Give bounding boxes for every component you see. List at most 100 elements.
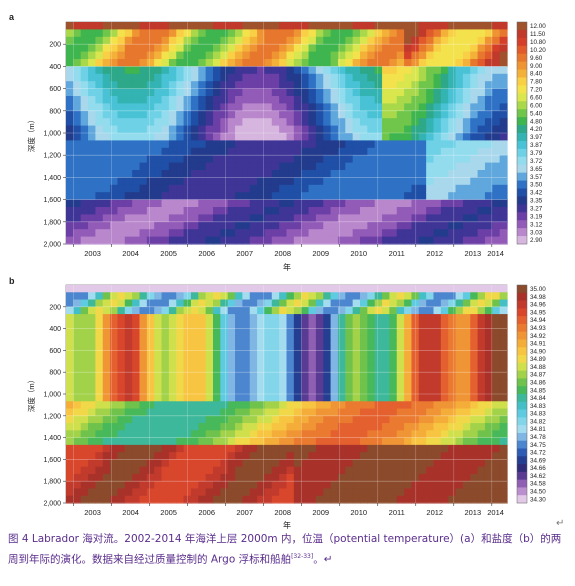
heatmap-cell bbox=[286, 236, 295, 245]
heatmap-cell bbox=[227, 415, 236, 424]
heatmap-cell bbox=[264, 207, 273, 215]
heatmap-cell bbox=[198, 44, 207, 53]
heatmap-cell bbox=[374, 184, 383, 193]
heatmap-cell bbox=[198, 306, 207, 315]
heatmap-cell bbox=[389, 423, 398, 431]
heatmap-cell bbox=[293, 343, 302, 351]
heatmap-cell bbox=[418, 155, 427, 164]
heatmap-cell bbox=[242, 147, 251, 156]
heatmap-cell bbox=[352, 221, 361, 230]
colorbar-label: 2.90 bbox=[530, 237, 543, 244]
heatmap-cell bbox=[301, 36, 310, 45]
heatmap-cell bbox=[117, 36, 126, 45]
heatmap-cell bbox=[345, 473, 354, 482]
heatmap-cell bbox=[492, 314, 501, 322]
heatmap-cell bbox=[235, 73, 243, 82]
heatmap-cell bbox=[315, 59, 324, 67]
heatmap-cell bbox=[440, 140, 449, 149]
heatmap-cell bbox=[330, 314, 339, 322]
heatmap-cell bbox=[102, 59, 111, 67]
y-tick-label: 1,800 bbox=[43, 479, 61, 486]
heatmap-cell bbox=[146, 372, 155, 381]
heatmap-cell bbox=[95, 335, 104, 344]
heatmap-cell bbox=[382, 207, 390, 215]
heatmap-cell bbox=[345, 103, 354, 112]
heatmap-cell bbox=[337, 285, 346, 293]
heatmap-cell bbox=[271, 481, 280, 490]
heatmap-cell bbox=[154, 459, 163, 468]
colorbar-label: 3.42 bbox=[530, 190, 543, 197]
heatmap-cell bbox=[168, 343, 177, 351]
heatmap-cell bbox=[183, 394, 192, 402]
heatmap-cell bbox=[139, 452, 148, 460]
heatmap-cell bbox=[492, 236, 501, 245]
heatmap-cell bbox=[102, 162, 111, 171]
heatmap-cell bbox=[213, 394, 221, 402]
heatmap-cell bbox=[146, 488, 155, 497]
colorbar-swatch bbox=[517, 323, 527, 333]
heatmap-cell bbox=[330, 437, 339, 446]
heatmap-cell bbox=[315, 66, 324, 75]
heatmap-cell bbox=[286, 36, 295, 45]
heatmap-cell bbox=[367, 357, 376, 366]
heatmap-cell bbox=[396, 379, 405, 388]
heatmap-cell bbox=[66, 379, 74, 388]
heatmap-cell bbox=[426, 214, 435, 223]
heatmap-cell bbox=[455, 162, 464, 171]
heatmap-cell bbox=[242, 229, 251, 238]
heatmap-cell bbox=[323, 29, 332, 38]
heatmap-cell bbox=[73, 192, 82, 201]
heatmap-cell bbox=[249, 408, 258, 417]
heatmap-cell bbox=[301, 125, 310, 134]
heatmap-cell bbox=[367, 350, 376, 359]
heatmap-cell bbox=[198, 88, 207, 97]
heatmap-cell bbox=[264, 66, 273, 75]
heatmap-cell bbox=[301, 221, 310, 230]
heatmap-cell bbox=[330, 473, 339, 482]
heatmap-cell bbox=[242, 51, 251, 60]
heatmap-cell bbox=[360, 372, 368, 381]
heatmap-cell bbox=[257, 430, 266, 439]
heatmap-cell bbox=[293, 415, 302, 424]
heatmap-cell bbox=[345, 335, 354, 344]
heatmap-cell bbox=[257, 321, 266, 330]
heatmap-cell bbox=[345, 207, 354, 215]
colorbar-label: 34.88 bbox=[530, 364, 546, 371]
heatmap-cell bbox=[418, 444, 427, 453]
heatmap-cell bbox=[80, 147, 89, 156]
x-tick-label: 2004 bbox=[122, 508, 139, 517]
heatmap-cell bbox=[190, 452, 199, 460]
colorbar-swatch bbox=[517, 479, 527, 488]
heatmap-cell bbox=[154, 133, 163, 141]
heatmap-cell bbox=[95, 192, 104, 201]
heatmap-cell bbox=[462, 379, 471, 388]
heatmap-cell bbox=[146, 51, 155, 60]
heatmap-cell bbox=[411, 423, 420, 431]
heatmap-cell bbox=[367, 110, 376, 119]
heatmap-cell bbox=[374, 118, 383, 127]
heatmap-cell bbox=[227, 444, 236, 453]
heatmap-cell bbox=[470, 495, 479, 504]
heatmap-cell bbox=[286, 364, 295, 373]
heatmap-cell bbox=[257, 236, 266, 245]
heatmap-cell bbox=[249, 170, 258, 178]
heatmap-cell bbox=[154, 103, 163, 112]
heatmap-cell bbox=[448, 473, 457, 482]
heatmap-cell bbox=[286, 29, 295, 38]
heatmap-cell bbox=[183, 96, 192, 104]
heatmap-cell bbox=[301, 372, 310, 381]
heatmap-cell bbox=[124, 285, 133, 293]
heatmap-cell bbox=[484, 103, 493, 112]
heatmap-cell bbox=[66, 29, 74, 38]
heatmap-cell bbox=[139, 59, 148, 67]
heatmap-cell bbox=[88, 466, 96, 475]
heatmap-cell bbox=[102, 481, 111, 490]
heatmap-cell bbox=[360, 199, 368, 208]
heatmap-cell bbox=[411, 184, 420, 193]
heatmap-cell bbox=[462, 44, 471, 53]
heatmap-cell bbox=[168, 299, 177, 308]
heatmap-cell bbox=[132, 357, 141, 366]
heatmap-cell bbox=[168, 444, 177, 453]
heatmap-cell bbox=[374, 29, 383, 38]
heatmap-cell bbox=[345, 88, 354, 97]
